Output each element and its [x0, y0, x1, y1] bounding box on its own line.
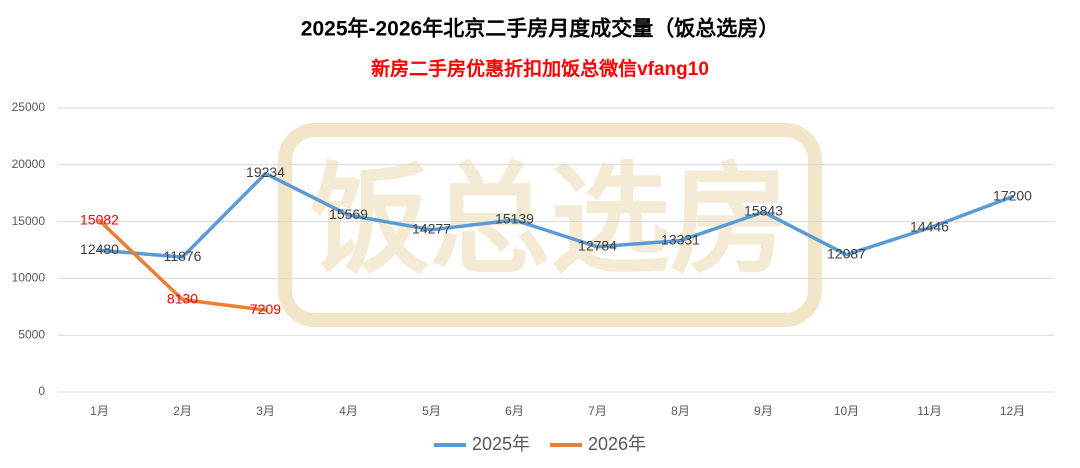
- y-tick-label: 20000: [12, 157, 46, 171]
- data-label: 15569: [329, 206, 368, 222]
- chart-subtitle: 新房二手房优惠折扣加饭总微信vfang10: [371, 57, 709, 80]
- data-label: 15843: [744, 203, 783, 219]
- series-line: [97, 218, 268, 312]
- data-label: 14446: [910, 219, 949, 235]
- x-tick-label: 2月: [173, 404, 192, 418]
- legend-label: 2026年: [588, 434, 646, 454]
- legend-label: 2025年: [472, 434, 530, 454]
- y-tick-label: 10000: [12, 271, 46, 285]
- data-label: 12784: [578, 237, 617, 253]
- data-label: 19234: [246, 164, 285, 180]
- x-tick-label: 8月: [671, 404, 690, 418]
- series-line: [97, 171, 1015, 259]
- data-label: 17200: [993, 187, 1032, 203]
- x-tick-label: 5月: [422, 404, 441, 418]
- x-tick-label: 7月: [588, 404, 607, 418]
- legend-item: 2026年: [550, 434, 646, 454]
- x-tick-label: 1月: [90, 404, 109, 418]
- data-label: 15139: [495, 211, 534, 227]
- x-tick-label: 12月: [1000, 404, 1025, 418]
- x-tick-label: 3月: [256, 404, 275, 418]
- x-tick-label: 4月: [339, 404, 358, 418]
- data-label: 14277: [412, 221, 451, 237]
- chart-title: 2025年-2026年北京二手房月度成交量（饭总选房）: [301, 17, 779, 41]
- x-tick-label: 10月: [834, 404, 859, 418]
- y-tick-label: 0: [38, 384, 45, 398]
- watermark-frame: [278, 123, 822, 327]
- data-label: 13331: [661, 231, 700, 247]
- x-tick-label: 9月: [754, 404, 773, 418]
- y-tick-label: 25000: [12, 100, 46, 114]
- legend-item: 2025年: [433, 434, 530, 454]
- data-label: 7209: [250, 301, 281, 317]
- data-label: 8130: [167, 290, 198, 306]
- data-label: 12087: [827, 245, 866, 261]
- x-tick-label: 11月: [917, 404, 941, 418]
- data-label: 11876: [164, 248, 202, 264]
- y-tick-label: 15000: [12, 214, 46, 228]
- x-tick-label: 6月: [505, 404, 524, 418]
- data-label: 15082: [80, 211, 119, 227]
- y-tick-label: 5000: [18, 327, 45, 341]
- data-label: 12480: [80, 241, 119, 257]
